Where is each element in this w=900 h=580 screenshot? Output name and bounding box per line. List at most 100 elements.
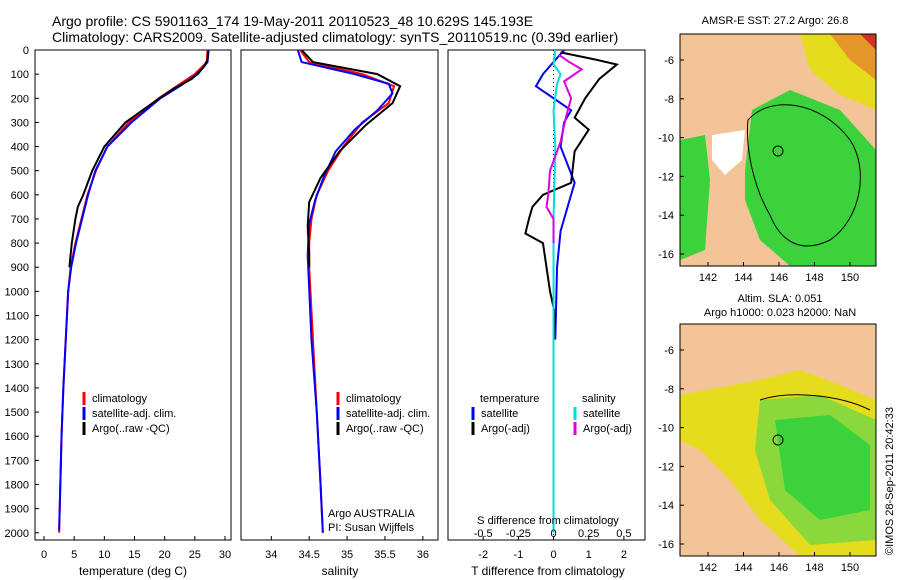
legend-temp-argo: Argo(-adj) — [481, 423, 530, 435]
x-tick-label: 0 — [41, 549, 47, 561]
sst-map-frame — [679, 33, 877, 267]
x-tick-label: 34 — [265, 549, 277, 561]
figure-title-line2: Climatology: CARS2009. Satellite-adjuste… — [52, 29, 618, 45]
depth-tick-label: 500 — [11, 166, 29, 178]
x-tick-label: 25 — [189, 549, 201, 561]
s-tick-label: 0 — [550, 528, 556, 540]
depth-tick-label: 2000 — [5, 528, 29, 540]
sst-argo-location-marker — [772, 145, 784, 157]
depth-tick-label: 600 — [11, 190, 29, 202]
map-x-tick-label: 142 — [699, 272, 717, 284]
depth-tick-label: 0 — [23, 45, 29, 57]
sst-map-ticks: 142 144 146 148 150 -6 -8 -10 -12 -14 -16 — [658, 55, 859, 284]
temperature-panel: 0100200300400500600700800900100011001200… — [5, 45, 232, 578]
credit-text: ©IMOS 28-Sep-2011 20:42:33 — [884, 407, 896, 555]
depth-tick-label: 700 — [11, 214, 29, 226]
map-y-tick-label: -16 — [658, 539, 674, 551]
depth-tick-label: 300 — [11, 117, 29, 129]
x-tick-label: 20 — [159, 549, 171, 561]
pi-note: PI: Susan Wijffels — [328, 522, 414, 534]
series-line — [300, 49, 402, 268]
depth-tick-label: 1000 — [5, 286, 29, 298]
series-line — [545, 54, 584, 244]
map-x-tick-label: 146 — [770, 272, 788, 284]
salinity-plot-frame — [240, 49, 439, 541]
s-tick-label: 0.25 — [578, 528, 599, 540]
s-difference-tick-labels: -0.5 -0.25 0 0.25 0.5 — [474, 528, 632, 540]
x-tick-label: 2 — [621, 549, 627, 561]
legend-sal-argo: Argo(-adj) — [583, 423, 632, 435]
sst-sea-red — [860, 34, 876, 50]
legend-sal-satellite: satellite — [583, 408, 620, 420]
operator-note: Argo AUSTRALIA — [328, 508, 415, 520]
salinity-xlabel: salinity — [322, 564, 359, 578]
depth-tick-label: 1900 — [5, 504, 29, 516]
s-tick-label: -0.5 — [474, 528, 493, 540]
series-line — [552, 49, 562, 533]
s-difference-label: S difference from climatology — [477, 515, 619, 527]
map-y-tick-label: -10 — [658, 423, 674, 435]
map-y-tick-label: -8 — [664, 384, 674, 396]
x-tick-label: 30 — [219, 549, 231, 561]
temperature-xlabel: temperature (deg C) — [79, 564, 187, 578]
sla-coastline — [759, 394, 871, 411]
x-tick-label: 15 — [128, 549, 140, 561]
map-x-tick-label: 148 — [805, 562, 823, 574]
x-tick-label: 1 — [586, 549, 592, 561]
x-tick-label: 35 — [341, 549, 353, 561]
sla-map: Altim. SLA: 0.051 Argo h1000: 0.023 h200… — [658, 293, 877, 574]
sla-map-ticks: 142 144 146 148 150 -6 -8 -10 -12 -14 -16 — [658, 345, 859, 574]
x-tick-label: -1 — [513, 549, 523, 561]
salinity-series — [296, 49, 402, 533]
depth-tick-label: 400 — [11, 142, 29, 154]
legend-salinity-heading: salinity — [582, 393, 616, 405]
sst-map-title: AMSR-E SST: 27.2 Argo: 26.8 — [702, 15, 849, 27]
map-x-tick-label: 150 — [841, 272, 859, 284]
series-line — [524, 51, 620, 340]
figure-title-line1: Argo profile: CS 5901163_174 19-May-2011… — [52, 13, 533, 29]
legend-argo: Argo(..raw -QC) — [346, 423, 424, 435]
sla-map-title-line2: Argo h1000: 0.023 h2000: NaN — [704, 307, 856, 319]
s-tick-label: -0.25 — [506, 528, 531, 540]
depth-tick-label: 900 — [11, 262, 29, 274]
sst-isobath — [746, 104, 861, 247]
x-tick-label: 5 — [71, 549, 77, 561]
map-y-tick-label: -12 — [658, 171, 674, 183]
map-x-tick-label: 144 — [734, 272, 752, 284]
legend-argo: Argo(..raw -QC) — [92, 423, 170, 435]
x-tick-label: 34.5 — [298, 549, 319, 561]
salinity-legend: climatology satellite-adj. clim. Argo(..… — [336, 392, 430, 435]
t-difference-x-ticks: -2 -1 0 1 2 — [478, 536, 627, 561]
map-x-tick-label: 148 — [805, 272, 823, 284]
temperature-legend: climatology satellite-adj. clim. Argo(..… — [82, 392, 176, 435]
depth-tick-label: 200 — [11, 93, 29, 105]
salinity-x-ticks: 34 34.5 35 35.5 36 — [265, 536, 429, 561]
difference-plot-frame — [447, 49, 646, 541]
map-y-tick-label: -16 — [658, 249, 674, 261]
s-tick-label: 0.5 — [616, 528, 631, 540]
legend-satellite-adj: satellite-adj. clim. — [346, 408, 430, 420]
difference-series — [524, 49, 620, 533]
map-y-tick-label: -8 — [664, 94, 674, 106]
map-y-tick-label: -12 — [658, 461, 674, 473]
legend-temp-satellite: satellite — [481, 408, 518, 420]
legend-climatology: climatology — [346, 393, 402, 405]
map-x-tick-label: 146 — [770, 562, 788, 574]
map-x-tick-label: 144 — [734, 562, 752, 574]
temperature-series — [58, 49, 210, 533]
depth-tick-label: 1600 — [5, 431, 29, 443]
map-y-tick-label: -14 — [658, 500, 674, 512]
x-tick-label: 36 — [417, 549, 429, 561]
depth-tick-label: 1300 — [5, 359, 29, 371]
series-line — [534, 49, 576, 340]
depth-tick-label: 800 — [11, 238, 29, 250]
map-x-tick-label: 150 — [841, 562, 859, 574]
legend-climatology: climatology — [92, 393, 148, 405]
x-tick-label: 0 — [550, 549, 556, 561]
depth-tick-label: 1100 — [5, 311, 29, 323]
sst-nodata-patch — [712, 130, 745, 175]
map-y-tick-label: -14 — [658, 210, 674, 222]
series-line — [68, 51, 210, 268]
sla-map-title-line1: Altim. SLA: 0.051 — [738, 293, 823, 305]
